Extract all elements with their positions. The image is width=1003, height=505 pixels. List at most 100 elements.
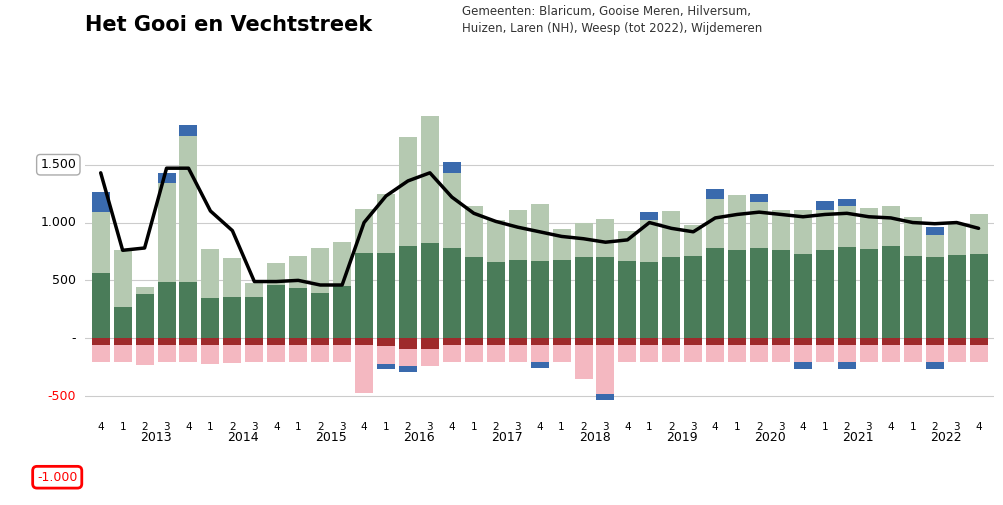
Bar	[838, 344, 856, 362]
Bar	[333, 344, 351, 362]
Bar	[793, 344, 811, 362]
Bar	[509, 210, 527, 260]
Bar	[531, 344, 548, 362]
Bar	[377, 338, 394, 346]
Bar	[859, 208, 877, 249]
Bar	[596, 257, 614, 338]
Bar	[420, 56, 438, 243]
Text: 2018: 2018	[578, 431, 610, 444]
Bar	[925, 344, 943, 362]
Bar	[925, 338, 943, 344]
Bar	[662, 211, 680, 257]
Bar	[618, 231, 636, 261]
Bar	[684, 338, 701, 344]
Bar	[311, 293, 329, 338]
Bar	[223, 296, 241, 338]
Bar	[640, 212, 658, 220]
Bar	[355, 252, 373, 338]
Bar	[662, 344, 680, 362]
Bar	[442, 338, 460, 344]
Bar	[333, 286, 351, 338]
Bar	[838, 207, 856, 247]
Bar	[464, 338, 482, 344]
Bar	[574, 257, 592, 338]
Text: 2019: 2019	[666, 431, 697, 444]
Bar	[838, 338, 856, 344]
Bar	[574, 223, 592, 257]
Bar	[180, 136, 198, 281]
Bar	[223, 338, 241, 344]
Bar	[113, 344, 131, 362]
Bar	[464, 207, 482, 257]
Bar	[157, 344, 176, 362]
Bar	[925, 235, 943, 257]
Bar	[727, 338, 745, 344]
Bar	[289, 256, 307, 288]
Bar	[333, 242, 351, 286]
Bar	[91, 338, 109, 344]
Bar	[859, 344, 877, 362]
Bar	[947, 344, 965, 362]
Bar	[267, 285, 285, 338]
Bar	[486, 344, 505, 362]
Bar	[640, 338, 658, 344]
Bar	[947, 338, 965, 344]
Bar	[223, 344, 241, 363]
Text: 2013: 2013	[139, 431, 172, 444]
Bar	[267, 344, 285, 362]
Bar	[815, 250, 833, 338]
Bar	[442, 248, 460, 338]
Bar	[355, 344, 373, 393]
Bar	[705, 199, 723, 248]
Bar	[727, 250, 745, 338]
Bar	[859, 338, 877, 344]
Bar	[903, 256, 921, 338]
Bar	[398, 366, 416, 372]
Text: Het Gooi en Vechtstreek: Het Gooi en Vechtstreek	[85, 15, 372, 35]
Bar	[135, 294, 153, 338]
Text: -1.000: -1.000	[37, 471, 77, 484]
Text: 2015: 2015	[315, 431, 347, 444]
Bar	[618, 344, 636, 362]
Bar	[333, 338, 351, 344]
Bar	[245, 296, 263, 338]
Bar	[903, 338, 921, 344]
Text: 2017: 2017	[490, 431, 523, 444]
Bar	[749, 344, 767, 362]
Bar	[815, 338, 833, 344]
Bar	[727, 344, 745, 362]
Bar	[398, 338, 416, 348]
Bar	[464, 344, 482, 362]
Bar	[91, 192, 109, 212]
Text: 1.000: 1.000	[40, 216, 76, 229]
Bar	[969, 254, 987, 338]
Bar	[947, 223, 965, 255]
Bar	[705, 338, 723, 344]
Bar	[881, 207, 899, 245]
Bar	[180, 281, 198, 338]
Bar	[793, 338, 811, 344]
Bar	[596, 344, 614, 394]
Bar	[202, 298, 220, 338]
Bar	[311, 338, 329, 344]
Bar	[684, 344, 701, 362]
Bar	[881, 245, 899, 338]
Bar	[245, 283, 263, 296]
Bar	[727, 195, 745, 250]
Bar	[355, 209, 373, 252]
Bar	[509, 344, 527, 362]
Bar	[771, 250, 789, 338]
Bar	[113, 250, 131, 307]
Bar	[509, 338, 527, 344]
Bar	[442, 344, 460, 362]
Bar	[749, 338, 767, 344]
Bar	[398, 137, 416, 245]
Text: 1.500: 1.500	[40, 158, 76, 171]
Bar	[838, 247, 856, 338]
Bar	[135, 338, 153, 344]
Bar	[969, 338, 987, 344]
Bar	[267, 338, 285, 344]
Bar	[223, 259, 241, 296]
Bar	[815, 201, 833, 210]
Bar	[640, 262, 658, 338]
